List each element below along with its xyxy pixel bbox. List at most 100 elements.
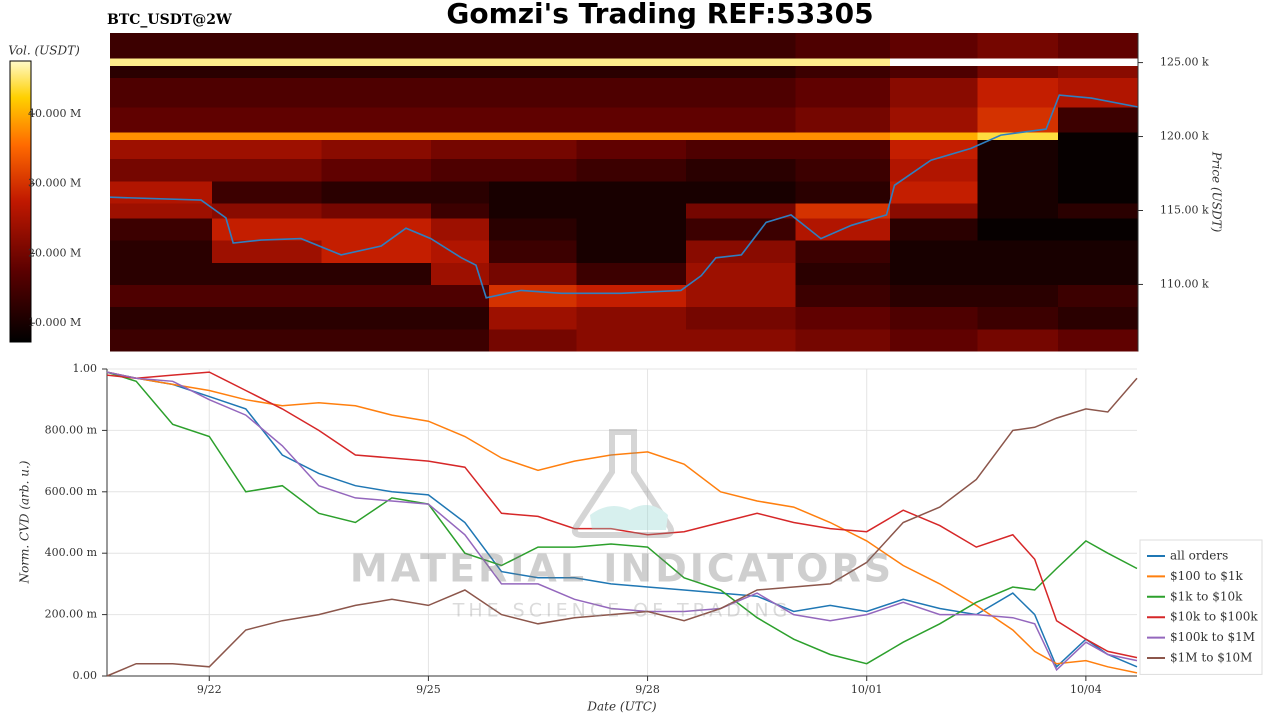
- heatmap-cell: [110, 240, 213, 263]
- heatmap-cell: [685, 306, 796, 330]
- heatmap-cell: [685, 284, 796, 308]
- heatmap-cell: [212, 262, 322, 285]
- cvd-line: [106, 371, 1138, 659]
- heatmap-cell: [685, 328, 796, 352]
- heatmap-cell: [576, 306, 687, 330]
- heatmap-cell: [430, 180, 490, 204]
- heatmap-cell: [430, 132, 490, 140]
- legend-label: all orders: [1170, 549, 1228, 563]
- heatmap-cell: [1057, 328, 1139, 352]
- watermark-flask: [571, 429, 675, 538]
- heatmap-cell: [795, 139, 891, 160]
- heatmap-cell: [212, 217, 322, 241]
- heatmap-cell: [977, 203, 1059, 219]
- heatmap-cell: [576, 217, 687, 241]
- legend-box: [1139, 539, 1263, 675]
- watermark-liquid: [590, 505, 668, 530]
- heatmap-cell: [430, 306, 490, 330]
- heatmap-cell: [489, 65, 578, 78]
- heatmap-cell: [1057, 77, 1139, 108]
- heatmap-panel: 110.00 k 115.00 k 120.00 k 125.00 k: [109, 33, 1209, 352]
- y-tick-label: 1.00: [73, 362, 98, 375]
- heatmap-cell: [212, 328, 322, 352]
- price-axis-label: Price (USDT): [1210, 151, 1224, 233]
- heatmap-cell: [430, 284, 490, 308]
- heatmap-cell: [685, 262, 796, 285]
- heatmap-cell: [110, 158, 213, 182]
- date-axis-label: Date (UTC): [586, 700, 656, 714]
- heatmap-cell: [1057, 262, 1139, 285]
- y-tick-label: 110.00 k: [1160, 277, 1209, 290]
- heatmap-cell: [489, 262, 578, 285]
- heatmap-cell: [430, 217, 490, 241]
- heatmap-cell: [1057, 203, 1139, 219]
- heatmap-cell: [685, 217, 796, 241]
- legend-label: $100k to $1M: [1170, 630, 1255, 644]
- heatmap-cell: [212, 240, 322, 263]
- heatmap-cell: [430, 77, 490, 108]
- heatmap-cell: [430, 58, 490, 67]
- cvd-axis-label: Norm. CVD (arb. u.): [18, 460, 32, 584]
- heatmap-cell: [489, 284, 578, 308]
- heatmap-cell: [321, 217, 432, 241]
- heatmap-cell: [890, 132, 979, 140]
- heatmap-cell: [977, 217, 1059, 241]
- heatmap-cell: [110, 217, 213, 241]
- heatmap-cell: [977, 180, 1059, 204]
- heatmap-cell: [110, 58, 213, 67]
- heatmap-cell: [489, 139, 578, 160]
- watermark-tagline: THE SCIENCE OF TRADING: [452, 600, 792, 622]
- heatmap-cell: [1057, 217, 1139, 241]
- heatmap-cell: [685, 203, 796, 219]
- heatmap-cell: [321, 180, 432, 204]
- heatmap-cell: [489, 132, 578, 140]
- heatmap-cell: [1057, 139, 1139, 160]
- heatmap-cell: [212, 139, 322, 160]
- heatmap-cell: [1057, 158, 1139, 182]
- heatmap-cell: [110, 139, 213, 160]
- heatmap-cell: [890, 217, 979, 241]
- heatmap-cell: [212, 284, 322, 308]
- heatmap-cell: [430, 33, 490, 59]
- heatmap-cell: [890, 106, 979, 133]
- y-tick-label: 125.00 k: [1160, 56, 1209, 69]
- price-line: [109, 94, 1139, 299]
- heatmap-cell: [576, 284, 687, 308]
- cvd-line: [106, 377, 1138, 677]
- heatmap-cell: [110, 328, 213, 352]
- heatmap-cell: [795, 58, 891, 67]
- heatmap-cell: [430, 203, 490, 219]
- heatmap-cell: [685, 132, 796, 140]
- watermark-brand: MATERIAL INDICATORS: [350, 547, 894, 591]
- heatmap-cell: [890, 158, 979, 182]
- x-tick-label: 9/25: [416, 683, 441, 696]
- heatmap-cell: [212, 158, 322, 182]
- watermark: MATERIAL INDICATORS THE SCIENCE OF TRADI…: [350, 429, 894, 622]
- heatmap-cell: [576, 203, 687, 219]
- heatmap-cell: [1057, 132, 1139, 140]
- cvd-line: [106, 371, 1138, 665]
- heatmap-cell: [685, 77, 796, 108]
- heatmap-cell: [489, 158, 578, 182]
- heatmap-cell: [489, 106, 578, 133]
- heatmap-cell: [977, 328, 1059, 352]
- heatmap-cell: [1057, 106, 1139, 133]
- heatmap-cell: [576, 139, 687, 160]
- heatmap-cell: [890, 262, 979, 285]
- y-tick-label: 200.00 m: [45, 608, 98, 621]
- heatmap-cell: [795, 106, 891, 133]
- heatmap-cell: [321, 262, 432, 285]
- heatmap-cell: [795, 180, 891, 204]
- heatmap-cell: [430, 139, 490, 160]
- heatmap-cell: [576, 33, 687, 59]
- heatmap-cell: [795, 203, 891, 219]
- heatmap-cell: [321, 158, 432, 182]
- heatmap-cell: [977, 33, 1059, 59]
- x-tick-label: 10/01: [851, 683, 883, 696]
- heatmap-cell: [890, 33, 979, 59]
- heatmap-cell: [576, 65, 687, 78]
- heatmap-cell: [430, 65, 490, 78]
- legend-label: $1k to $10k: [1170, 589, 1243, 603]
- colorbar-tick-label: 20.000 M: [28, 246, 81, 259]
- heatmap-cell: [576, 58, 687, 67]
